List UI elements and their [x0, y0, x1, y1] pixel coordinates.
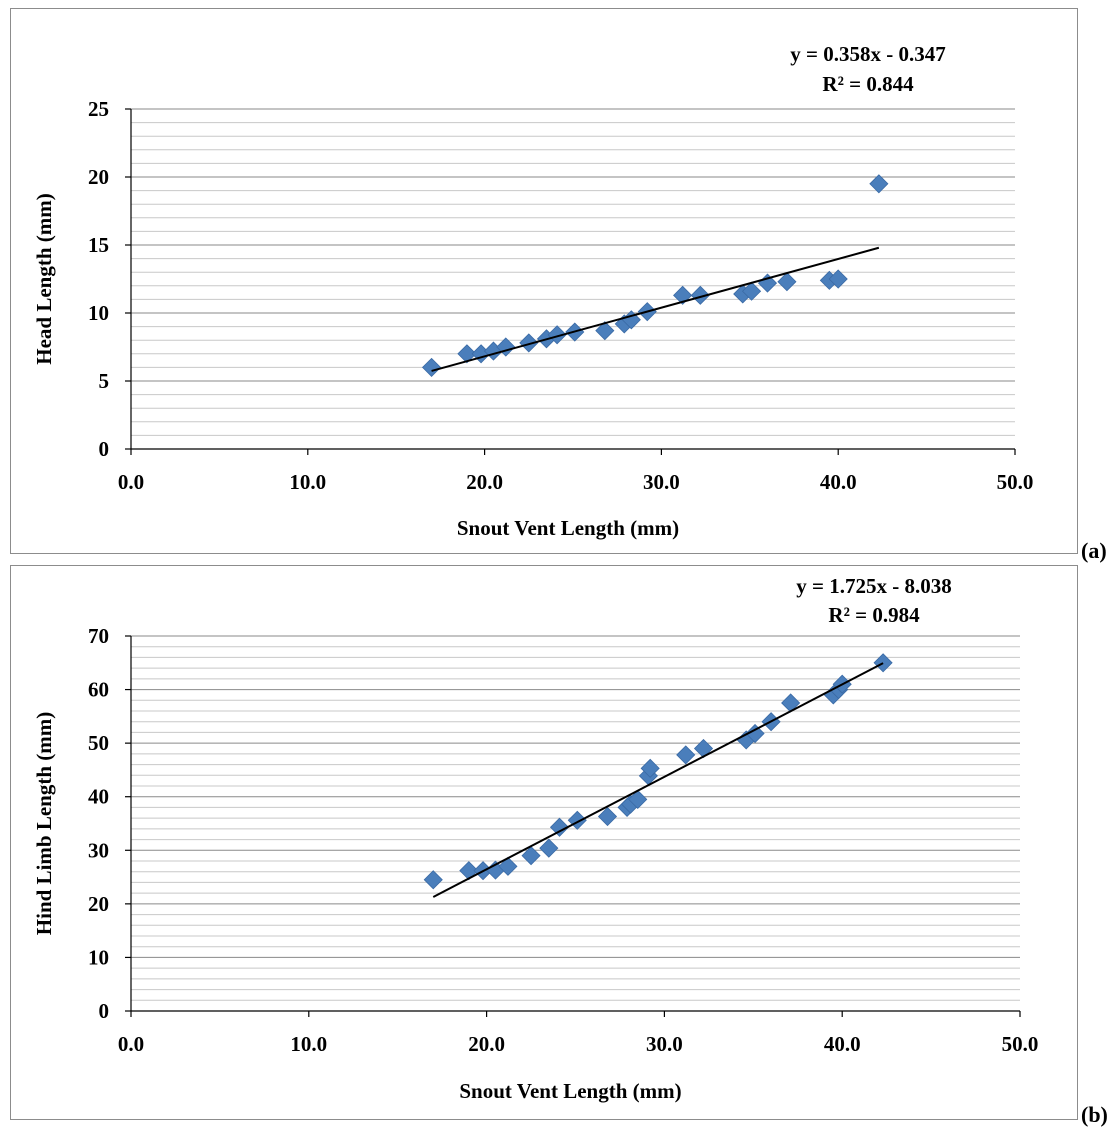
- data-point-marker: [742, 281, 762, 301]
- data-point-marker: [777, 272, 797, 292]
- x-tick-label: 40.0: [820, 470, 857, 494]
- x-tick-label: 50.0: [1002, 1032, 1039, 1056]
- data-point-marker: [873, 653, 893, 673]
- data-point-marker: [828, 269, 848, 289]
- data-point-marker: [519, 333, 539, 353]
- x-tick-label: 30.0: [643, 470, 680, 494]
- y-tick-label: 0: [99, 999, 110, 1023]
- x-tick-label: 10.0: [289, 470, 326, 494]
- trendline-equation: y = 0.358x - 0.347: [790, 42, 945, 66]
- data-point-marker: [549, 817, 570, 837]
- x-tick-label: 0.0: [118, 1032, 144, 1056]
- x-tick-label: 20.0: [468, 1032, 505, 1056]
- x-tick-label: 50.0: [997, 470, 1034, 494]
- data-point-marker: [595, 321, 615, 341]
- y-axis-title: Hind Limb Length (mm): [32, 712, 56, 935]
- data-point-marker: [421, 357, 442, 377]
- data-point-marker: [745, 723, 765, 744]
- data-point-marker: [676, 745, 696, 765]
- y-tick-label: 10: [88, 945, 109, 969]
- data-point-marker: [690, 285, 710, 305]
- r-squared-label: R² = 0.844: [822, 72, 914, 96]
- x-tick-label: 0.0: [118, 470, 144, 494]
- y-tick-label: 15: [88, 233, 109, 257]
- data-point-marker: [547, 325, 567, 345]
- y-tick-label: 25: [88, 97, 109, 121]
- linear-trendline: [432, 662, 884, 898]
- data-point-marker: [521, 846, 541, 866]
- r-squared-label: R² = 0.984: [828, 603, 920, 627]
- trendline-equation: y = 1.725x - 8.038: [796, 574, 951, 598]
- y-tick-label: 0: [99, 437, 110, 461]
- y-tick-label: 70: [88, 624, 109, 648]
- y-axis-title: Head Length (mm): [32, 193, 56, 365]
- scatter-chart-head-length: 0 5 10 15 20 25 0.0 10.0 20.0 30.0 40.0 50.0 Snout V…: [32, 42, 1034, 540]
- y-tick-label: 30: [88, 838, 109, 862]
- data-point-marker: [498, 856, 518, 876]
- x-tick-label: 20.0: [466, 470, 503, 494]
- data-point-marker: [628, 789, 648, 809]
- x-tick-label: 40.0: [824, 1032, 861, 1056]
- panel-label-b: (b): [1081, 1102, 1108, 1127]
- data-point-marker: [597, 806, 618, 827]
- x-tick-label: 10.0: [290, 1032, 327, 1056]
- data-point-marker: [457, 344, 477, 364]
- data-point-marker: [640, 758, 660, 778]
- linear-trendline: [431, 246, 880, 372]
- x-axis-title: Snout Vent Length (mm): [457, 516, 679, 540]
- panel-label-a: (a): [1081, 538, 1107, 563]
- x-tick-label: 30.0: [646, 1032, 683, 1056]
- y-tick-label: 10: [88, 301, 109, 325]
- x-axis-title: Snout Vent Length (mm): [459, 1079, 681, 1103]
- y-tick-label: 60: [88, 678, 109, 702]
- data-point-marker: [693, 738, 714, 759]
- y-tick-label: 40: [88, 785, 109, 809]
- y-tick-label: 5: [99, 369, 110, 393]
- y-tick-label: 50: [88, 731, 109, 755]
- data-point-marker: [869, 174, 889, 194]
- data-point-marker: [423, 870, 443, 890]
- data-point-marker: [567, 810, 587, 830]
- y-tick-label: 20: [88, 892, 109, 916]
- y-tick-label: 20: [88, 165, 109, 189]
- data-point-marker: [539, 838, 559, 858]
- data-point-marker: [781, 693, 801, 713]
- chart-panel-a: [10, 8, 1078, 554]
